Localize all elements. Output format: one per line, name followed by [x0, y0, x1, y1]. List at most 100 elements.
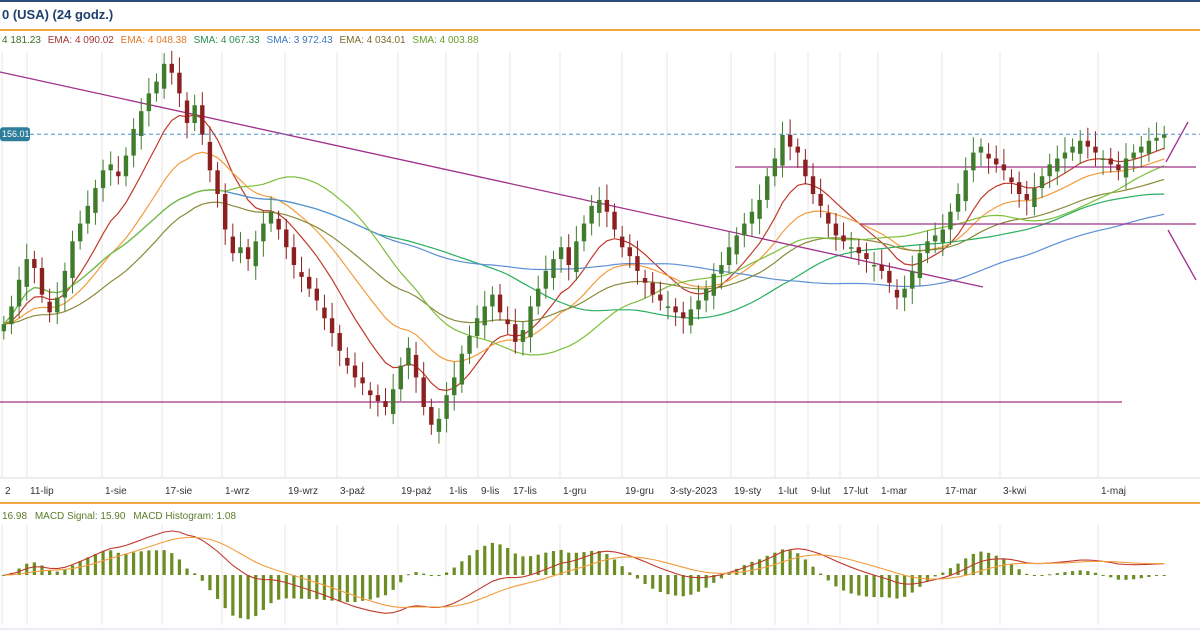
candle-body [810, 176, 816, 194]
candle-body [32, 259, 37, 268]
candle-body [1100, 158, 1106, 160]
candle-body [421, 377, 426, 407]
macd-histogram-bar [941, 572, 945, 575]
candle-body [978, 146, 984, 153]
macd-histogram-bar [376, 575, 380, 598]
macd-histogram-bar [1093, 572, 1098, 575]
macd-histogram-bar [399, 575, 403, 583]
candle-body [971, 152, 976, 171]
ema-slow-line [3, 178, 1165, 325]
candle-body [192, 105, 197, 123]
macd-histogram-bar [551, 551, 556, 575]
ema-fast-line [3, 114, 1165, 392]
candle-body [161, 63, 167, 89]
macd-histogram-bar [819, 573, 823, 575]
candle-body [894, 289, 900, 298]
candle-body [1016, 182, 1022, 194]
candle-body [70, 241, 75, 279]
candle-body [398, 365, 403, 390]
macd-histogram-bar [620, 566, 624, 575]
macd-histogram-bar [567, 552, 571, 575]
candle-body [169, 63, 174, 73]
macd-histogram-bar [116, 552, 120, 575]
x-tick-label: 1-sie [105, 486, 127, 497]
candle-body [490, 294, 495, 307]
macd-histogram-bar [101, 551, 105, 575]
candle-body [505, 319, 510, 325]
macd-histogram-bar [63, 569, 67, 575]
candle-body [9, 306, 14, 325]
macd-histogram-bar [987, 552, 991, 575]
candle-body [429, 407, 434, 425]
x-tick-label: 1-maj [1101, 486, 1126, 497]
macd-histogram-bar [1154, 575, 1159, 577]
candle-body [474, 318, 480, 336]
macd-histogram-bar [170, 553, 174, 575]
candle-body [1085, 140, 1091, 147]
last-price-label: 156.01 [2, 129, 30, 139]
candle-body [1131, 152, 1136, 159]
macd-histogram-bar [254, 575, 258, 616]
candle-body [406, 347, 411, 366]
macd-histogram-bar [147, 550, 151, 575]
macd-histogram-bar [414, 572, 418, 575]
ema-mid-line [3, 151, 1165, 363]
macd-histogram-bar [124, 553, 128, 575]
candle-body [322, 307, 327, 319]
macd-histogram-bar [1017, 569, 1021, 575]
candle-body [93, 188, 98, 213]
macd-histogram-bar [1078, 570, 1082, 575]
macd-histogram-value: MACD Histogram: 1.08 [133, 511, 237, 522]
channel-up-line [1165, 121, 1189, 163]
candle-body [375, 395, 381, 402]
candle-body [345, 357, 350, 366]
window-top-border [0, 0, 1200, 2]
macd-histogram-bar [773, 552, 777, 575]
candle-body [772, 158, 778, 177]
macd-histogram-bar [849, 575, 853, 594]
candle-body [780, 134, 785, 166]
macd-signal-line [3, 536, 1165, 608]
candle-body [100, 170, 106, 189]
macd-histogram-bar [1132, 575, 1136, 580]
x-tick-label: 1-mar [881, 486, 908, 497]
macd-histogram-bar [506, 547, 510, 575]
macd-histogram-bar [353, 575, 357, 603]
macd-histogram-bar [895, 575, 899, 599]
macd-histogram-bar [574, 552, 578, 575]
macd-histogram-bar [956, 563, 960, 575]
macd-histogram-bar [307, 575, 311, 599]
candle-body [436, 418, 442, 432]
macd-histogram-bar [834, 575, 838, 587]
candle-body [368, 390, 373, 396]
candle-body [986, 153, 991, 159]
macd-histogram-bar [597, 551, 601, 575]
candle-body [879, 265, 884, 271]
candle-body [734, 235, 739, 255]
candle-body [459, 353, 465, 385]
macd-histogram-bar [674, 575, 678, 596]
macd-value: 16.98 [2, 511, 28, 522]
macd-histogram-bar [315, 575, 319, 600]
macd-histogram-bar [727, 573, 731, 575]
macd-histogram-bar [788, 550, 792, 575]
macd-histogram-bar [444, 572, 449, 575]
macd-histogram-bar [467, 555, 472, 575]
macd-histogram-bar [277, 575, 281, 600]
macd-histogram-bar [1009, 564, 1014, 575]
macd-histogram-bar [177, 559, 181, 575]
candle-body [627, 247, 633, 257]
macd-histogram-bar [841, 575, 846, 591]
candle-body [749, 211, 755, 224]
candle-body [612, 211, 617, 230]
x-tick-label: 1-lis [449, 486, 467, 497]
x-tick-label: 19-gru [625, 486, 654, 497]
x-tick-label: 17-sie [165, 486, 193, 497]
candle-body [131, 128, 136, 156]
macd-histogram-bar [437, 575, 441, 577]
sma-30-line [3, 164, 1165, 356]
candle-body [528, 306, 533, 338]
macd-histogram-bar [1109, 575, 1113, 578]
macd-histogram-bar [742, 565, 746, 575]
